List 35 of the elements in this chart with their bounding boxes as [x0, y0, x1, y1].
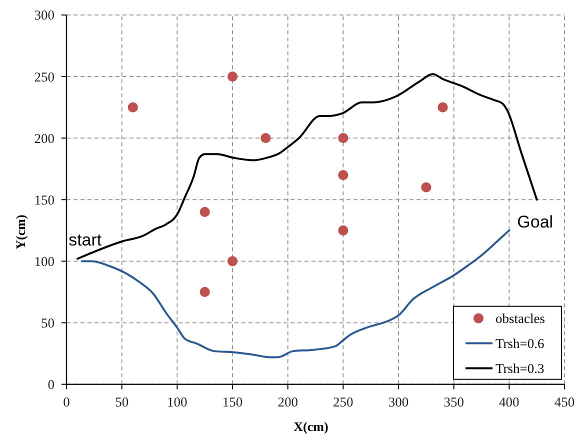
- point: [438, 102, 448, 112]
- legend-label: obstacles: [496, 310, 545, 326]
- y-tick-label: 250: [34, 69, 55, 84]
- point: [227, 72, 238, 82]
- y-tick-label: 150: [34, 192, 55, 208]
- x-tick-label: 100: [167, 394, 188, 410]
- x-tick-label: 0: [63, 394, 70, 410]
- x-tick-label: 400: [499, 394, 520, 410]
- point: [338, 170, 348, 180]
- x-tick-label: 150: [222, 394, 243, 410]
- point: [338, 133, 348, 144]
- x-tick-label: 200: [278, 394, 298, 410]
- x-tick-label: 450: [554, 394, 575, 410]
- y-tick-label: 300: [34, 8, 55, 23]
- x-tick-label: 250: [333, 394, 354, 410]
- y-axis-title: Y(cm): [13, 214, 28, 250]
- legend-label: Trsh=0.3: [496, 360, 545, 376]
- point: [260, 133, 271, 144]
- annotation: Goal: [517, 212, 554, 232]
- point: [227, 256, 238, 266]
- y-tick-label: 200: [34, 130, 55, 146]
- point: [200, 206, 210, 217]
- x-tick-label: 50: [115, 394, 129, 410]
- x-axis-title: X(cm): [294, 419, 328, 434]
- point: [338, 225, 348, 236]
- point: [200, 286, 210, 298]
- y-tick-label: 50: [41, 315, 55, 330]
- point: [421, 182, 432, 192]
- x-tick-label: 350: [444, 394, 464, 410]
- annotation: start: [68, 230, 102, 250]
- y-tick-label: 0: [48, 377, 55, 392]
- y-tick-label: 100: [34, 254, 55, 269]
- x-tick-label: 300: [388, 394, 409, 410]
- point: [128, 102, 138, 112]
- legend-label: Trsh=0.6: [496, 336, 545, 351]
